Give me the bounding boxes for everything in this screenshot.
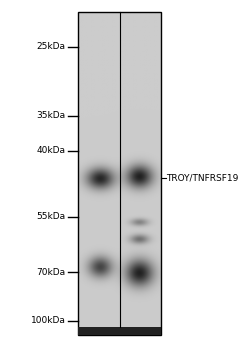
Text: 55kDa: 55kDa (37, 212, 66, 221)
Bar (77, 327, 161, 335)
Text: 100kDa: 100kDa (31, 316, 66, 326)
Text: 25kDa: 25kDa (37, 42, 66, 51)
Text: 70kDa: 70kDa (37, 268, 66, 277)
Text: 35kDa: 35kDa (37, 111, 66, 120)
Text: TROY/TNFRSF19: TROY/TNFRSF19 (165, 174, 237, 183)
Text: HeLa: HeLa (131, 312, 155, 336)
Text: 40kDa: 40kDa (37, 146, 66, 155)
Text: DU145: DU145 (93, 306, 123, 336)
Bar (77, 12, 161, 335)
